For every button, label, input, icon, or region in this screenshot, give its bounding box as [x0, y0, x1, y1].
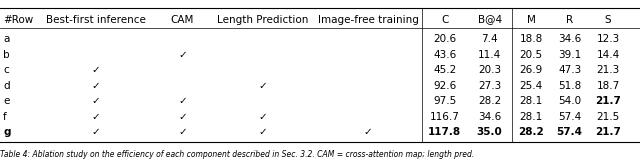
Text: S: S [605, 15, 611, 25]
Text: 21.7: 21.7 [595, 127, 621, 137]
Text: 20.5: 20.5 [520, 50, 543, 60]
Text: 51.8: 51.8 [558, 81, 581, 91]
Text: ✓: ✓ [178, 96, 187, 106]
Text: 7.4: 7.4 [481, 34, 498, 44]
Text: 21.5: 21.5 [596, 111, 620, 122]
Text: 43.6: 43.6 [433, 50, 456, 60]
Text: ✓: ✓ [92, 111, 100, 122]
Text: 117.8: 117.8 [428, 127, 461, 137]
Text: 97.5: 97.5 [433, 96, 456, 106]
Text: 45.2: 45.2 [433, 65, 456, 75]
Text: Table 4: Ablation study on the efficiency of each component described in Sec. 3.: Table 4: Ablation study on the efficienc… [0, 150, 474, 159]
Text: ✓: ✓ [178, 50, 187, 60]
Text: ✓: ✓ [178, 111, 187, 122]
Text: d: d [3, 81, 10, 91]
Text: Best-first inference: Best-first inference [46, 15, 146, 25]
Text: 11.4: 11.4 [478, 50, 501, 60]
Text: g: g [3, 127, 11, 137]
Text: 14.4: 14.4 [596, 50, 620, 60]
Text: 26.9: 26.9 [520, 65, 543, 75]
Text: 27.3: 27.3 [478, 81, 501, 91]
Text: a: a [3, 34, 10, 44]
Text: ✓: ✓ [258, 111, 267, 122]
Text: 47.3: 47.3 [558, 65, 581, 75]
Text: #Row: #Row [3, 15, 33, 25]
Text: 92.6: 92.6 [433, 81, 456, 91]
Text: 20.3: 20.3 [478, 65, 501, 75]
Text: 20.6: 20.6 [433, 34, 456, 44]
Text: ✓: ✓ [258, 81, 267, 91]
Text: 35.0: 35.0 [477, 127, 502, 137]
Text: Length Prediction: Length Prediction [217, 15, 308, 25]
Text: 116.7: 116.7 [430, 111, 460, 122]
Text: 28.2: 28.2 [518, 127, 544, 137]
Text: ✓: ✓ [178, 127, 187, 137]
Text: C: C [441, 15, 449, 25]
Text: Image-free training: Image-free training [317, 15, 419, 25]
Text: 28.1: 28.1 [520, 96, 543, 106]
Text: 18.8: 18.8 [520, 34, 543, 44]
Text: 39.1: 39.1 [558, 50, 581, 60]
Text: 18.7: 18.7 [596, 81, 620, 91]
Text: B@4: B@4 [477, 15, 502, 25]
Text: 12.3: 12.3 [596, 34, 620, 44]
Text: CAM: CAM [171, 15, 194, 25]
Text: 25.4: 25.4 [520, 81, 543, 91]
Text: 28.1: 28.1 [520, 111, 543, 122]
Text: 57.4: 57.4 [557, 127, 582, 137]
Text: 21.3: 21.3 [596, 65, 620, 75]
Text: ✓: ✓ [258, 127, 267, 137]
Text: ✓: ✓ [92, 81, 100, 91]
Text: 54.0: 54.0 [558, 96, 581, 106]
Text: 57.4: 57.4 [558, 111, 581, 122]
Text: 21.7: 21.7 [595, 96, 621, 106]
Text: ✓: ✓ [364, 127, 372, 137]
Text: M: M [527, 15, 536, 25]
Text: 28.2: 28.2 [478, 96, 501, 106]
Text: c: c [3, 65, 9, 75]
Text: b: b [3, 50, 10, 60]
Text: ✓: ✓ [92, 127, 100, 137]
Text: f: f [3, 111, 7, 122]
Text: R: R [566, 15, 573, 25]
Text: 34.6: 34.6 [558, 34, 581, 44]
Text: ✓: ✓ [92, 65, 100, 75]
Text: ✓: ✓ [92, 96, 100, 106]
Text: e: e [3, 96, 10, 106]
Text: 34.6: 34.6 [478, 111, 501, 122]
